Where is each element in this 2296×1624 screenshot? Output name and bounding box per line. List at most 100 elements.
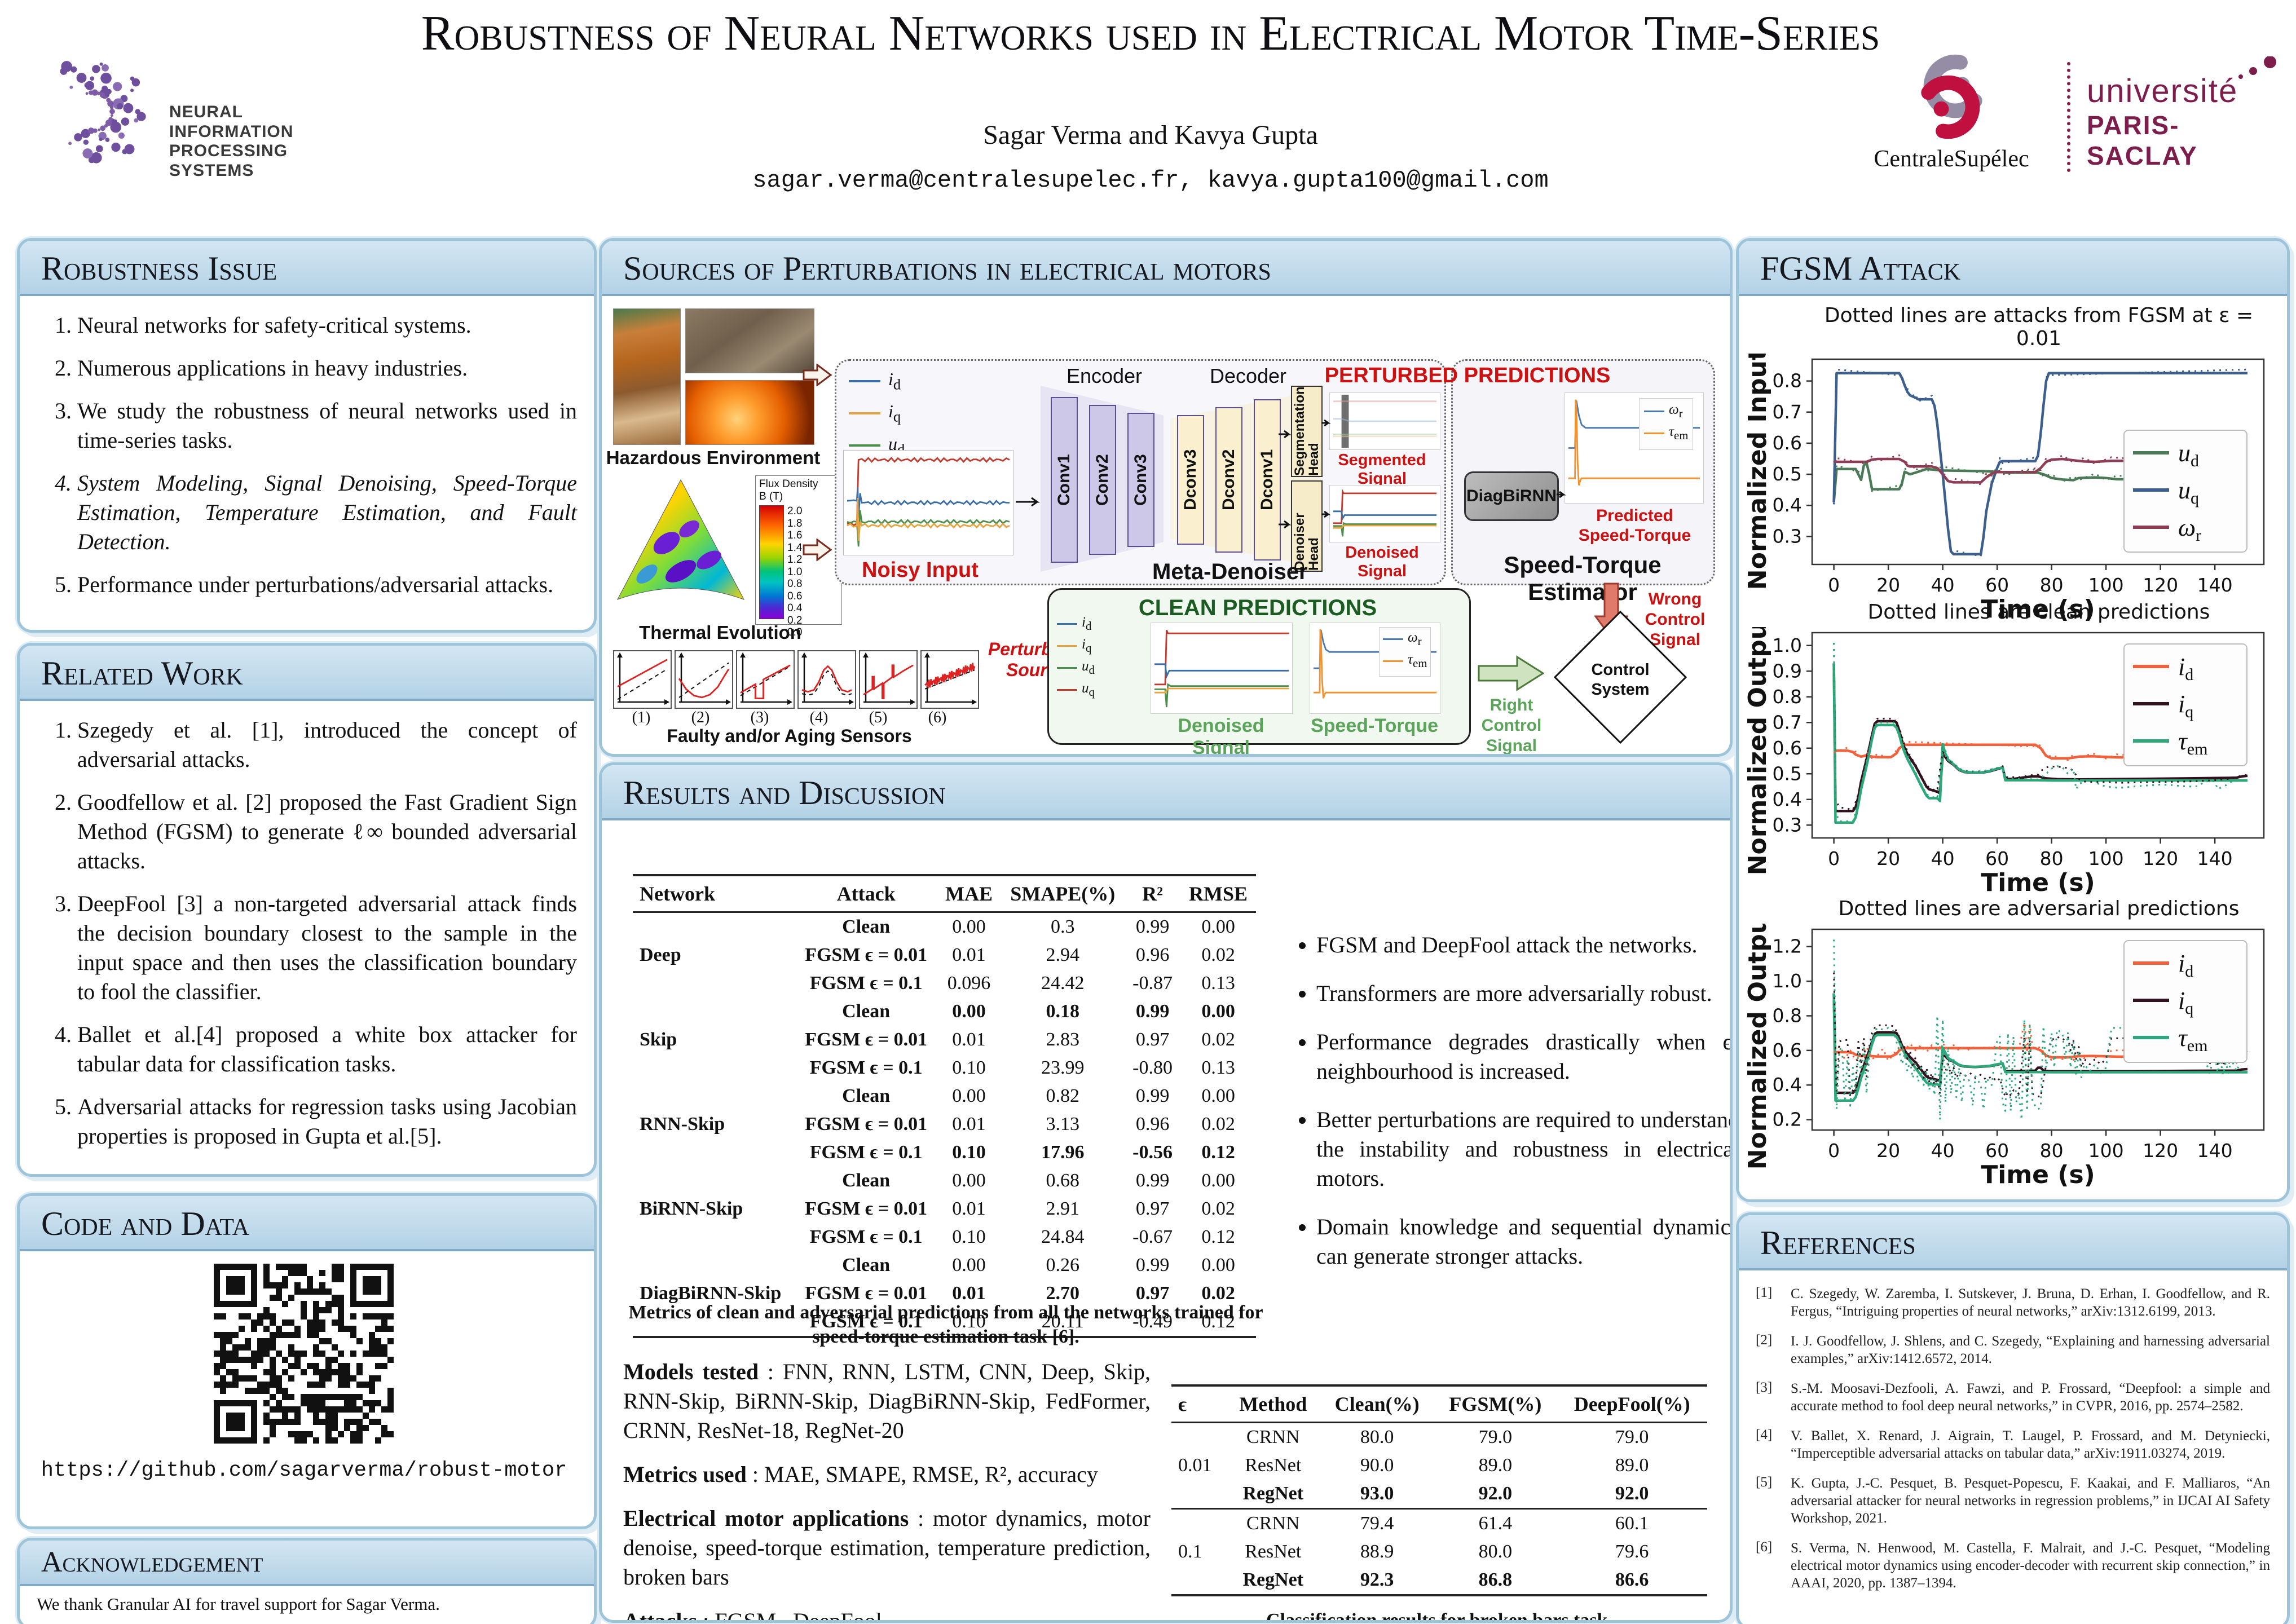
list-item: Ballet et al.[4] proposed a white box at…: [77, 1020, 577, 1079]
sensor-fault-plot: [736, 650, 795, 709]
colorbar-gradient: [759, 505, 784, 619]
speed-torque-legend: ωr τem: [1379, 627, 1431, 677]
svg-text:0.7: 0.7: [1773, 711, 1802, 733]
section-sources-of-perturbations: Sources of Perturbations in electrical m…: [599, 238, 1733, 757]
centralesupelec-swirl-icon: [1920, 54, 1982, 139]
reference-item: [4] V. Ballet, X. Renard, J. Aigrain, T. …: [1756, 1427, 2270, 1461]
repo-url[interactable]: https://github.com/sagarverma/robust-mot…: [41, 1459, 567, 1482]
svg-text:1.2: 1.2: [1773, 935, 1802, 957]
fgsm-clean-chart: 0 20 40 60 80 100 120 140 0.3 0.4 0.5 0.6 0.7 0.8 0.9 1…: [1743, 595, 2265, 897]
chart-adversarial-predictions: Dotted lines are adversarial predictions…: [1743, 890, 2276, 1191]
section-title: Results and Discussion: [602, 765, 1730, 820]
svg-text:100: 100: [2088, 574, 2124, 596]
diagbirnn-block: DiagBiRNN: [1464, 471, 1559, 521]
universite-label: université: [2087, 73, 2238, 109]
control-system-label: Control System: [1591, 661, 1650, 699]
sensor-fault-plot: [859, 650, 918, 709]
svg-text:120: 120: [2143, 574, 2178, 596]
svg-text:τem: τem: [2178, 1024, 2207, 1055]
clean-predictions-label: CLEAN PREDICTIONS: [1138, 595, 1377, 620]
svg-text:20: 20: [1876, 848, 1900, 870]
neurips-logo: NEURAL INFORMATION PROCESSING SYSTEMS: [34, 39, 372, 192]
metrics-table: Network Attack MAE SMAPE(%) R² RMSE Deep Clean 0…: [633, 874, 1256, 1338]
svg-text:0.4: 0.4: [1773, 1074, 1802, 1096]
svg-text:0: 0: [1828, 848, 1840, 870]
svg-text:0.8: 0.8: [1773, 686, 1802, 708]
section-title: FGSM Attack: [1739, 241, 2287, 296]
sensor-numbers: (1) (2) (3) (4) (5) (6): [632, 709, 947, 726]
svg-text:140: 140: [2197, 848, 2233, 870]
section-title: Code and Data: [20, 1196, 594, 1251]
photo-dusty-motor: [613, 308, 681, 445]
svg-text:60: 60: [1985, 848, 2009, 870]
classification-table: ϵ Method Clean(%) FGSM(%) DeepFool(%) 0.01 CRN…: [1171, 1384, 1707, 1596]
faulty-label: Faulty and/or Aging Sensors: [667, 726, 912, 746]
svg-text:ud: ud: [2178, 439, 2199, 470]
sensor-fault-plot: [613, 650, 672, 709]
svg-text:Normalized Outputs: Normalized Outputs: [1746, 924, 1772, 1170]
right-arrow-icon: [803, 539, 832, 561]
right-control-signal-label: Right Control Signal: [1481, 696, 1542, 755]
conv2-layer: Conv2: [1089, 405, 1116, 555]
conv1-layer: Conv1: [1051, 397, 1078, 563]
svg-text:0.3: 0.3: [1773, 814, 1802, 836]
section-robustness-issue: Robustness Issue Neural networks for saf…: [17, 238, 597, 633]
svg-text:uq: uq: [2178, 476, 2199, 508]
svg-text:id: id: [2178, 653, 2193, 684]
svg-text:0.4: 0.4: [1773, 494, 1802, 516]
dconv1-layer: Dconv1: [1254, 399, 1281, 561]
svg-text:40: 40: [1931, 848, 1955, 870]
svg-text:80: 80: [2040, 848, 2064, 870]
decoder-label: Decoder: [1209, 364, 1287, 387]
clean-denoised-label: Denoised Signal: [1178, 715, 1264, 757]
svg-text:80: 80: [2040, 574, 2064, 596]
bullet-item: Better perturbations are required to und…: [1316, 1105, 1730, 1193]
speed-torque-estimator-box: DiagBiRNN ωr τem Predicted Speed-Torque S…: [1451, 359, 1715, 605]
segmented-signal-label: Segmented Signal: [1338, 451, 1426, 488]
emails: sagar.verma@centralesupelec.fr, kavya.gu…: [752, 167, 1549, 194]
list-item: Szegedy et al. [1], introduced the conce…: [77, 716, 577, 774]
svg-text:0.9: 0.9: [1773, 660, 1802, 682]
bullet-item: Domain knowledge and sequential dynamics…: [1316, 1212, 1730, 1271]
meta-denoiser-box: id iq ud uq Noisy Input Encoder Conv1 Conv2…: [835, 359, 1446, 585]
related-work-list: Szegedy et al. [1], introduced the conce…: [37, 716, 577, 1151]
acknowledgement-text: We thank Granular AI for travel support …: [37, 1594, 440, 1614]
right-arrow-icon: [803, 364, 832, 386]
clean-denoised-plot: [1151, 623, 1293, 714]
fgsm-adversarial-chart: 0 20 40 60 80 100 120 140 0.2 0.4 0.6 0.8 1.0 1.2 Time…: [1743, 890, 2265, 1189]
reference-item: [3] S.-M. Moosavi-Dezfooli, A. Fawzi, and…: [1756, 1380, 2270, 1414]
hazardous-photos: [613, 308, 814, 445]
svg-text:0.3: 0.3: [1773, 525, 1802, 547]
paris-saclay-logo: université PARIS-SACLAY: [2087, 56, 2290, 171]
fgsm-inputs-chart: 0 20 40 60 80 100 120 140 0.3 0.4 0.5 0.6 0.7 0.8 Time…: [1743, 334, 2265, 624]
svg-text:1.0: 1.0: [1773, 634, 1802, 656]
list-item: Performance under perturbations/adversar…: [77, 570, 577, 599]
svg-text:120: 120: [2143, 848, 2178, 870]
conv3-layer: Conv3: [1127, 413, 1154, 547]
list-item: Goodfellow et al. [2] proposed the Fast …: [77, 788, 577, 876]
centralesupelec-logo: CentraleSupélec: [1856, 50, 2047, 185]
svg-text:Time (s): Time (s): [1981, 868, 2095, 897]
section-title: Robustness Issue: [20, 241, 594, 296]
sensor-fault-plot: [920, 650, 979, 709]
list-item: Neural networks for safety-critical syst…: [77, 311, 577, 340]
control-system-diamond: [1553, 610, 1687, 744]
predicted-speed-torque-label: Predicted Speed-Torque: [1578, 506, 1691, 545]
reference-item: [1] C. Szegedy, W. Zaremba, I. Sutskever,…: [1756, 1285, 2270, 1319]
chart-clean-predictions: Dotted lines are clean predictions 0 20 40…: [1743, 595, 2276, 899]
denoised-signal-plot: [1329, 485, 1440, 542]
svg-text:0.8: 0.8: [1773, 370, 1802, 392]
dconv3-layer: Dconv3: [1177, 415, 1204, 545]
section-references: References [1] C. Szegedy, W. Zaremba, I.…: [1736, 1212, 2290, 1624]
reference-item: [5] K. Gupta, J.-C. Pesquet, B. Pesquet-P…: [1756, 1475, 2270, 1526]
svg-text:0.6: 0.6: [1773, 432, 1802, 454]
section-fgsm-attack: FGSM Attack Dotted lines are attacks fro…: [1736, 238, 2290, 1202]
denoiser-head: Denoiser Head: [1291, 480, 1323, 572]
section-code-and-data: Code and Data https://github.com/sagarve…: [17, 1193, 597, 1529]
svg-text:iq: iq: [2178, 690, 2193, 721]
reference-item: [6] S. Verma, N. Henwood, M. Castella, F.…: [1756, 1539, 2270, 1591]
faulty-sensor-panels: [613, 650, 979, 709]
segmentation-head: Segmentation Head: [1291, 386, 1323, 477]
neurips-logo-text: NEURAL INFORMATION PROCESSING SYSTEMS: [169, 103, 294, 180]
